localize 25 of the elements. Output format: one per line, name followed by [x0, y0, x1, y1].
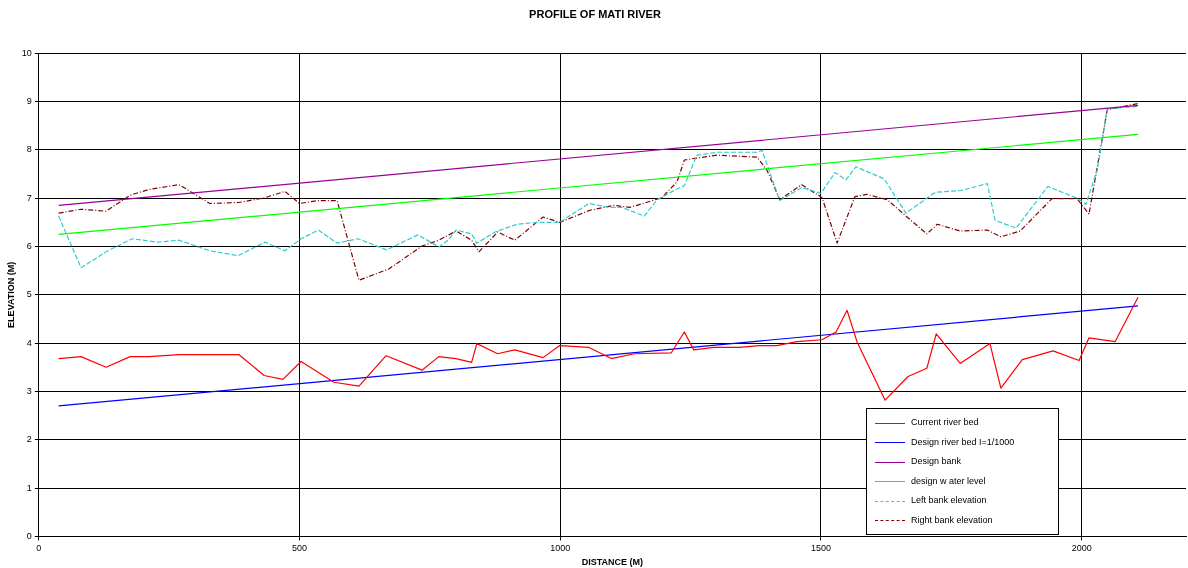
- legend-label: Current river bed: [911, 416, 979, 430]
- x-tick-label: 2000: [1071, 543, 1092, 554]
- legend-label: Design bank: [911, 455, 962, 469]
- legend-label: design w ater level: [911, 474, 986, 488]
- chart-title: PROFILE OF MATI RIVER: [529, 7, 661, 20]
- y-tick-label: 10: [21, 47, 32, 58]
- y-tick-label: 1: [26, 482, 32, 493]
- x-tick-label: 1000: [550, 543, 571, 554]
- y-axis-title: ELEVATION (M): [5, 261, 16, 328]
- y-tick-label: 6: [26, 240, 32, 251]
- y-tick-label: 5: [26, 289, 32, 300]
- y-tick-label: 3: [26, 385, 32, 396]
- y-tick-label: 2: [26, 434, 32, 445]
- y-tick-label: 0: [26, 530, 32, 541]
- legend-label: Right bank elevation: [911, 513, 993, 527]
- x-tick-label: 0: [36, 543, 42, 554]
- y-tick-label: 8: [26, 144, 32, 155]
- x-tick-label: 500: [292, 543, 308, 554]
- y-tick-label: 7: [26, 192, 32, 203]
- legend-label: Design river bed I=1/1000: [911, 435, 1015, 449]
- x-axis-title: DISTANCE (M): [581, 557, 644, 568]
- legend-label: Left bank elevation: [911, 494, 987, 508]
- x-tick-label: 1500: [810, 543, 831, 554]
- y-tick-label: 4: [26, 337, 32, 348]
- y-tick-label: 9: [26, 96, 32, 106]
